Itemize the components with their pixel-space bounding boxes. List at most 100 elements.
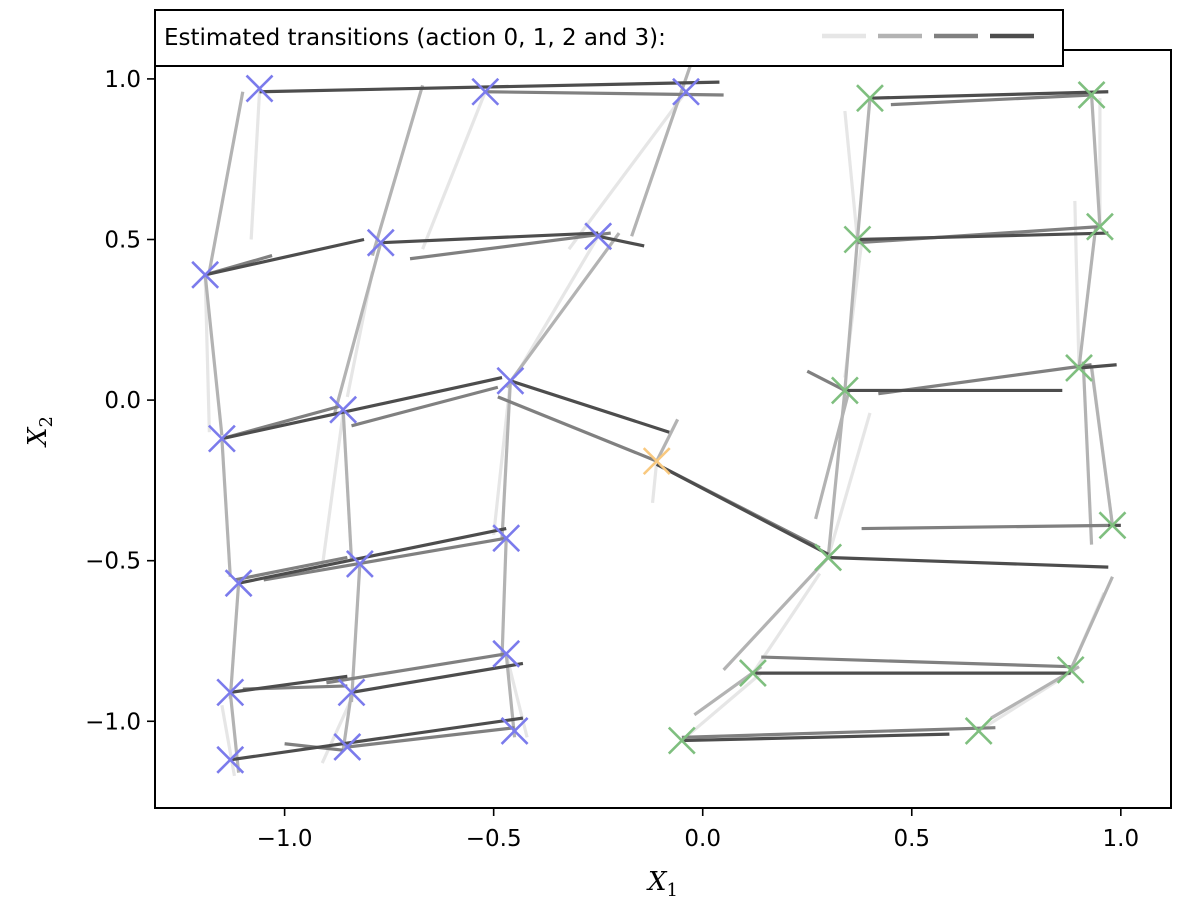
transition-line-action-1 [333,242,383,414]
transition-line-action-0 [203,274,211,433]
x-axis-label: X [646,867,668,897]
transition-line-action-3 [221,376,503,441]
x-tick-label: 0.0 [684,826,721,852]
transition-line-action-3 [597,234,645,248]
transition-line-action-2 [806,369,846,392]
transition-line-action-1 [203,274,224,436]
transition-line-action-1 [228,583,241,699]
state-marker-green [667,726,696,755]
transition-line-action-3 [509,379,670,434]
marker-stroke [245,74,274,103]
state-marker-blue [584,222,613,251]
x-axis-ticks: −1.0 −0.5 0.0 0.5 1.0 [257,808,1139,852]
state-marker-blue [216,745,245,774]
x-tick-label: 0.5 [893,826,930,852]
y-tick-label: −1.0 [85,709,141,735]
state-marker-blue [333,733,362,761]
marker-stroke [471,77,500,106]
marker-stroke [492,639,521,668]
transition-line-action-1 [1089,94,1102,227]
state-marker-blue [329,395,358,424]
y-axis-subscript: 2 [36,416,57,427]
transition-line-action-1 [1077,226,1098,369]
marker-stroke [1065,354,1093,382]
state-marker-green [738,659,767,688]
state-marker-blue [492,639,521,668]
legend: Estimated transitions (action 0, 1, 2 an… [154,9,1064,67]
state-marker-blue [366,228,395,257]
y-axis-ticks: 1.0 0.5 0.0 −0.5 −1.0 [85,67,155,735]
transition-line-action-0 [320,412,345,568]
state-marker-green [1056,655,1085,684]
transition-line-action-2 [861,523,1113,531]
transition-line-action-1 [220,438,232,577]
marker-stroke [216,745,245,774]
marker-stroke [500,716,529,745]
state-marker-green [843,225,872,254]
transition-line-action-2 [878,363,1092,396]
transition-line-action-0 [680,671,763,742]
transition-line-action-1 [207,91,245,272]
state-marker-blue [245,74,274,103]
transition-line-action-3 [238,527,507,585]
marker-stroke [964,716,993,745]
legend-label: Estimated transitions (action 0, 1, 2 an… [164,25,666,51]
transition-line-action-0 [826,412,872,558]
state-marker-green [856,84,884,113]
transition-line-action-3 [681,732,950,743]
state-marker-orange [642,447,671,476]
transition-line-action-2 [326,652,507,685]
marker-stroke [1056,655,1085,684]
marker-stroke [496,366,525,395]
transition-line-action-3 [230,674,348,694]
marker-stroke [337,678,366,707]
marker-stroke [830,376,859,405]
state-marker-green [1077,81,1106,109]
transition-line-action-0 [567,90,688,251]
transition-line-action-3 [869,90,1109,100]
marker-stroke [856,84,884,113]
transition-line-action-3 [351,661,524,694]
transition-line-action-0 [320,698,353,764]
state-marker-green [964,716,993,745]
marker-stroke [814,543,843,572]
transition-line-action-1 [500,380,512,539]
transition-line-action-3 [857,231,1109,242]
marker-stroke [843,225,872,254]
marker-stroke [333,733,362,761]
marker-stroke [492,524,521,553]
transition-line-action-2 [234,555,348,582]
transition-line-action-0 [421,91,487,250]
transition-line-action-3 [204,237,365,277]
transition-line-action-0 [220,704,237,777]
marker-stroke [738,659,767,688]
state-marker-green [1098,511,1127,540]
marker-stroke [667,726,696,755]
transition-line-action-0 [249,91,262,240]
transition-line-action-1 [655,418,680,462]
transition-line-action-2 [409,231,611,261]
y-axis-title: X2 [23,416,57,448]
state-marker-blue [224,569,253,598]
y-tick-label: 0.5 [104,228,141,254]
transition-line-action-2 [761,655,1071,669]
state-marker-blue [471,77,500,106]
markers-layer [191,74,1127,774]
transition-line-action-0 [513,235,600,379]
transition-line-action-2 [263,536,507,582]
state-marker-blue [345,549,374,578]
marker-stroke [345,549,374,578]
state-marker-green [1086,212,1114,241]
transition-line-action-2 [351,385,499,428]
marker-stroke [642,447,671,476]
marker-stroke [584,222,613,251]
transition-line-action-2 [347,726,515,749]
transition-line-action-1 [1081,361,1094,545]
transition-line-action-3 [655,462,829,556]
transition-line-action-2 [890,93,1092,107]
transition-line-action-1 [341,692,354,751]
marker-stroke [672,77,700,106]
state-marker-blue [672,77,700,106]
marker-stroke [224,569,253,598]
